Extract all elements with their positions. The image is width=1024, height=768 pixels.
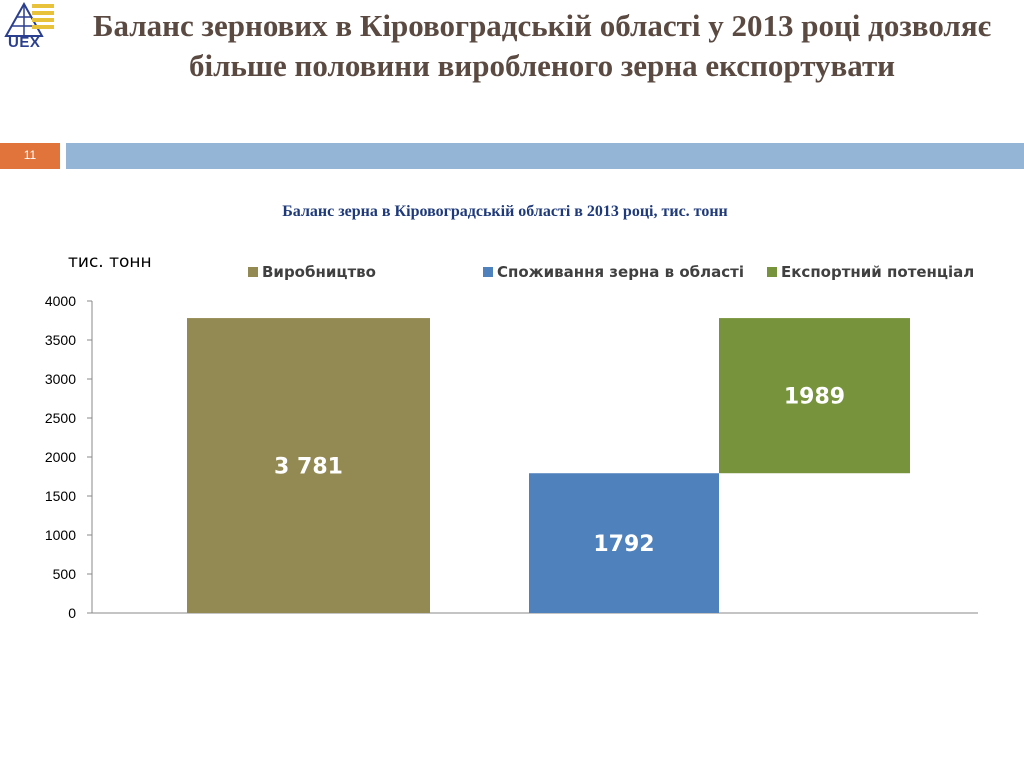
legend-swatch-2	[483, 267, 493, 277]
y-axis-label: тис. тонн	[68, 252, 152, 272]
legend-entry-1: Виробництво	[262, 263, 376, 281]
y-tick-label: 4000	[45, 293, 76, 309]
page-title: Баланс зернових в Кіровоградській област…	[92, 8, 991, 84]
legend-swatch-1	[248, 267, 258, 277]
bar-3	[719, 318, 910, 474]
data-label-2: 1792	[593, 532, 654, 557]
y-tick-label: 2500	[45, 410, 76, 426]
logo-text: UEX	[8, 34, 41, 51]
logo: UEX	[2, 0, 66, 51]
waterfall-chart: тис. тонн 0 500 1000 1500 2000 2500 3000 3500 400…	[45, 252, 978, 621]
data-label-1: 3 781	[274, 455, 343, 480]
chart-title: Баланс зерна в Кіровоградській області в…	[282, 203, 728, 220]
legend-entry-3: Експортний потенціал	[781, 263, 974, 281]
y-tick-label: 0	[68, 605, 76, 621]
y-tick-label: 2000	[45, 449, 76, 465]
legend-entry-2: Споживання зерна в області	[497, 263, 744, 281]
bar-2	[529, 473, 719, 613]
legend-swatch-3	[767, 267, 777, 277]
y-tick-label: 3500	[45, 332, 76, 348]
slide-number: 11	[0, 143, 60, 169]
y-tick-label: 3000	[45, 371, 76, 387]
y-tick-label: 1000	[45, 527, 76, 543]
data-label-3: 1989	[784, 385, 845, 410]
y-tick-label: 500	[53, 566, 77, 582]
bar-1	[187, 318, 430, 613]
y-tick-label: 1500	[45, 488, 76, 504]
header-band	[66, 143, 1024, 169]
logo-icon	[4, 1, 54, 37]
